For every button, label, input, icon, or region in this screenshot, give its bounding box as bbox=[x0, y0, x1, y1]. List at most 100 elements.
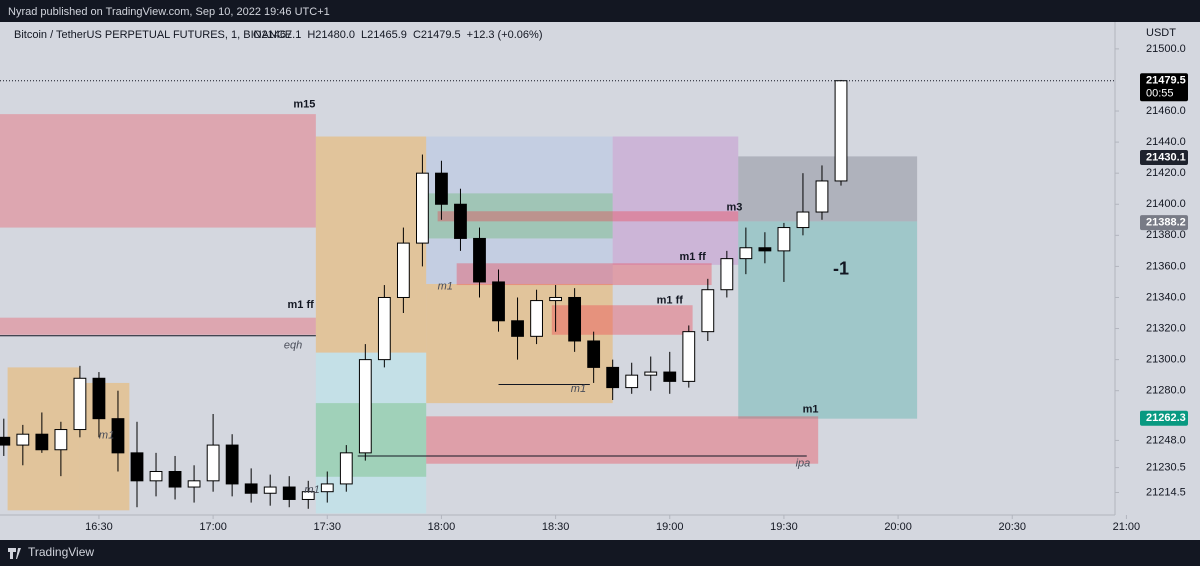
price-tag-label: 21388.2 bbox=[1146, 216, 1186, 228]
logo bbox=[8, 548, 21, 559]
x-tick-label: 16:30 bbox=[85, 521, 113, 533]
annotation: m1 bbox=[438, 281, 453, 293]
candle-body bbox=[320, 483, 334, 493]
y-tick-label: 21380.0 bbox=[1146, 229, 1186, 241]
y-tick-label: 21230.5 bbox=[1146, 462, 1186, 474]
candle-body bbox=[187, 480, 201, 488]
x-tick-label: 17:00 bbox=[199, 521, 227, 533]
y-tick-label: 21214.5 bbox=[1146, 486, 1186, 498]
annotation: m1 bbox=[571, 383, 586, 395]
annotation: eqh bbox=[284, 340, 302, 352]
candle-body bbox=[606, 366, 620, 389]
y-tick-label: 21340.0 bbox=[1146, 291, 1186, 303]
annotation: -1 bbox=[833, 258, 849, 278]
candle-body bbox=[511, 320, 524, 337]
zone bbox=[612, 136, 739, 265]
candle-body bbox=[263, 486, 277, 494]
candle-body bbox=[225, 444, 239, 485]
candle-body bbox=[815, 180, 829, 213]
zone bbox=[0, 114, 316, 228]
candle-body bbox=[301, 491, 315, 500]
candle-body bbox=[644, 371, 658, 376]
y-tick-label: 21300.0 bbox=[1146, 354, 1186, 366]
price-tag-countdown: 00:55 bbox=[1146, 88, 1174, 100]
x-tick-label: 20:00 bbox=[884, 521, 912, 533]
candle-body bbox=[492, 281, 505, 322]
plot: O21467.1 H21480.0 L21465.9 C21479.5 +12.3 (+… bbox=[0, 29, 1188, 533]
y-tick-label: 21248.0 bbox=[1146, 434, 1186, 446]
candle-body bbox=[701, 289, 715, 333]
candle-body bbox=[0, 436, 11, 446]
price-tag bbox=[1140, 410, 1188, 426]
annotation: m1 bbox=[304, 484, 319, 496]
ohlc-value: L21465.9 bbox=[361, 29, 407, 41]
annotation: m1 bbox=[803, 403, 819, 415]
candle-body bbox=[244, 483, 258, 494]
zone bbox=[426, 416, 819, 464]
price-tag bbox=[1140, 215, 1188, 231]
candle-body bbox=[168, 470, 182, 488]
y-tick-label: 21460.0 bbox=[1146, 105, 1186, 117]
zone bbox=[426, 283, 613, 404]
candle-body bbox=[568, 296, 582, 342]
y-tick-label: 21420.0 bbox=[1146, 167, 1186, 179]
annotation: m1 bbox=[99, 430, 114, 442]
y-tick-label: 21360.0 bbox=[1146, 260, 1186, 272]
candle-body bbox=[435, 172, 448, 205]
candle-body bbox=[625, 374, 639, 389]
candle-body bbox=[130, 452, 144, 482]
zone bbox=[456, 263, 712, 286]
candle-body bbox=[416, 172, 429, 244]
ohlc-value: +12.3 (+0.06%) bbox=[467, 29, 543, 41]
ohlc-value: C21479.5 bbox=[413, 29, 461, 41]
price-tag-label: 21479.5 bbox=[1146, 75, 1186, 87]
brand: TradingView bbox=[28, 545, 94, 559]
zone bbox=[738, 221, 918, 419]
annotation: m1 ff bbox=[657, 294, 684, 306]
candle-body bbox=[206, 444, 220, 482]
ohlc-value: O21467.1 bbox=[253, 29, 301, 41]
y-tick-label: 21320.0 bbox=[1146, 322, 1186, 334]
candle-body bbox=[530, 300, 543, 337]
candle-body bbox=[796, 211, 810, 229]
price-tag-label: 21430.1 bbox=[1146, 151, 1186, 163]
symbol: Bitcoin / TetherUS PERPETUAL FUTURES, 1,… bbox=[14, 29, 292, 41]
candle-body bbox=[473, 237, 486, 283]
annotation: m15 bbox=[293, 99, 315, 111]
header-bar bbox=[0, 0, 1200, 22]
candle-body bbox=[149, 470, 163, 482]
currency: USDT bbox=[1146, 27, 1176, 39]
candle-body bbox=[739, 247, 753, 260]
publisher: Nyrad published on TradingView.com, Sep … bbox=[8, 6, 330, 18]
candle-body bbox=[396, 242, 410, 298]
candle-body bbox=[777, 227, 791, 252]
candle-body bbox=[92, 377, 106, 420]
x-tick-label: 18:30 bbox=[542, 521, 570, 533]
candle-body bbox=[54, 429, 68, 451]
candle-body bbox=[73, 377, 87, 431]
candle-body bbox=[35, 433, 49, 451]
y-tick-label: 21280.0 bbox=[1146, 385, 1186, 397]
y-tick-label: 21400.0 bbox=[1146, 198, 1186, 210]
zone bbox=[418, 193, 613, 239]
annotation: m1 ff bbox=[679, 251, 706, 263]
price-tag-label: 21262.3 bbox=[1146, 412, 1186, 424]
x-tick-label: 19:30 bbox=[770, 521, 798, 533]
x-tick-label: 17:30 bbox=[314, 521, 342, 533]
zone bbox=[0, 317, 316, 335]
candle-body bbox=[834, 80, 848, 182]
candle-body bbox=[377, 296, 391, 361]
candle-body bbox=[282, 486, 296, 500]
y-tick-label: 21440.0 bbox=[1146, 136, 1186, 148]
x-tick-label: 20:30 bbox=[998, 521, 1026, 533]
x-tick-label: 21:00 bbox=[1113, 521, 1141, 533]
annotation: ipa bbox=[796, 458, 811, 470]
x-tick-label: 18:00 bbox=[428, 521, 456, 533]
candle-body bbox=[587, 340, 601, 368]
zone bbox=[437, 211, 739, 222]
price-tag bbox=[1140, 73, 1188, 102]
candle-body bbox=[16, 433, 30, 446]
annotation: m3 bbox=[727, 201, 743, 213]
y-tick-label: 21500.0 bbox=[1146, 43, 1186, 55]
